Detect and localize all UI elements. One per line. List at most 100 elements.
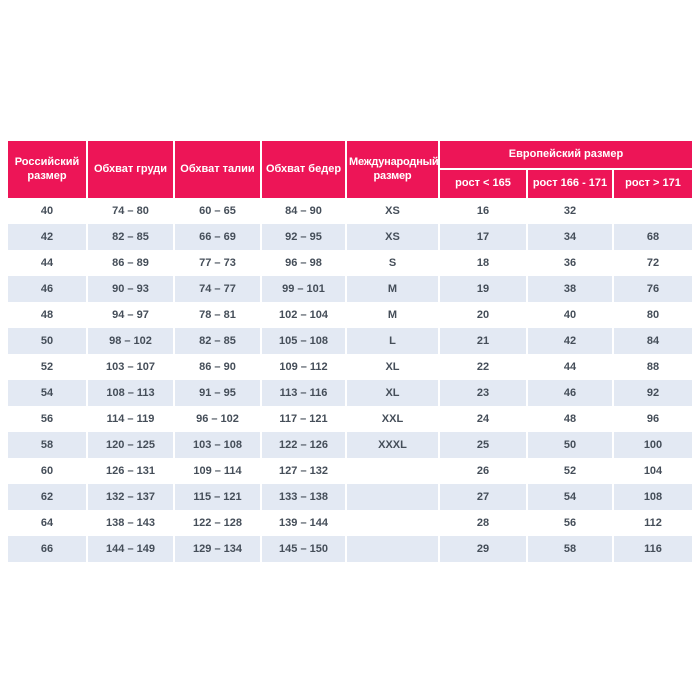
cell-russian-size: 52 xyxy=(8,354,88,380)
cell-height-166-171: 38 xyxy=(528,276,614,302)
cell-height-166-171: 34 xyxy=(528,224,614,250)
cell-height-gt-171: 88 xyxy=(614,354,692,380)
table-row: 48 94 – 97 78 – 81 102 – 104 M 20 40 80 xyxy=(8,302,692,328)
cell-height-gt-171: 76 xyxy=(614,276,692,302)
cell-international-size: XS xyxy=(347,224,440,250)
table-row: 42 82 – 85 66 – 69 92 – 95 XS 17 34 68 xyxy=(8,224,692,250)
cell-height-166-171: 48 xyxy=(528,406,614,432)
cell-height-gt-171: 92 xyxy=(614,380,692,406)
cell-hips: 145 – 150 xyxy=(262,536,347,562)
col-header-waist: Обхват талии xyxy=(175,141,262,198)
cell-chest: 74 – 80 xyxy=(88,198,175,224)
col-header-height-166-171: рост 166 - 171 xyxy=(528,170,614,198)
cell-hips: 117 – 121 xyxy=(262,406,347,432)
cell-international-size: XL xyxy=(347,380,440,406)
cell-height-gt-171: 80 xyxy=(614,302,692,328)
cell-height-166-171: 54 xyxy=(528,484,614,510)
cell-chest: 114 – 119 xyxy=(88,406,175,432)
col-header-chest: Обхват груди xyxy=(88,141,175,198)
cell-russian-size: 42 xyxy=(8,224,88,250)
size-table-body: 40 74 – 80 60 – 65 84 – 90 XS 16 32 42 82 – 85 66… xyxy=(8,198,692,562)
table-row: 58 120 – 125 103 – 108 122 – 126 XXXL 25 50 100 xyxy=(8,432,692,458)
cell-hips: 113 – 116 xyxy=(262,380,347,406)
table-row: 44 86 – 89 77 – 73 96 – 98 S 18 36 72 xyxy=(8,250,692,276)
cell-international-size: S xyxy=(347,250,440,276)
cell-chest: 132 – 137 xyxy=(88,484,175,510)
cell-waist: 103 – 108 xyxy=(175,432,262,458)
cell-height-lt-165: 16 xyxy=(440,198,528,224)
cell-russian-size: 50 xyxy=(8,328,88,354)
cell-height-gt-171: 112 xyxy=(614,510,692,536)
cell-russian-size: 64 xyxy=(8,510,88,536)
cell-height-166-171: 52 xyxy=(528,458,614,484)
cell-hips: 127 – 132 xyxy=(262,458,347,484)
cell-height-gt-171: 68 xyxy=(614,224,692,250)
cell-height-gt-171: 84 xyxy=(614,328,692,354)
cell-hips: 105 – 108 xyxy=(262,328,347,354)
cell-russian-size: 54 xyxy=(8,380,88,406)
table-row: 40 74 – 80 60 – 65 84 – 90 XS 16 32 xyxy=(8,198,692,224)
cell-height-lt-165: 21 xyxy=(440,328,528,354)
cell-chest: 138 – 143 xyxy=(88,510,175,536)
cell-waist: 129 – 134 xyxy=(175,536,262,562)
cell-height-lt-165: 23 xyxy=(440,380,528,406)
cell-height-166-171: 32 xyxy=(528,198,614,224)
cell-russian-size: 66 xyxy=(8,536,88,562)
cell-height-gt-171: 104 xyxy=(614,458,692,484)
cell-height-166-171: 50 xyxy=(528,432,614,458)
cell-waist: 122 – 128 xyxy=(175,510,262,536)
cell-chest: 108 – 113 xyxy=(88,380,175,406)
cell-russian-size: 48 xyxy=(8,302,88,328)
cell-chest: 120 – 125 xyxy=(88,432,175,458)
col-header-russian-size: Российский размер xyxy=(8,141,88,198)
cell-height-lt-165: 29 xyxy=(440,536,528,562)
cell-russian-size: 58 xyxy=(8,432,88,458)
cell-hips: 102 – 104 xyxy=(262,302,347,328)
cell-international-size: M xyxy=(347,302,440,328)
cell-height-lt-165: 18 xyxy=(440,250,528,276)
cell-chest: 86 – 89 xyxy=(88,250,175,276)
cell-height-lt-165: 24 xyxy=(440,406,528,432)
cell-international-size: XS xyxy=(347,198,440,224)
cell-height-166-171: 40 xyxy=(528,302,614,328)
col-header-height-gt-171: рост > 171 xyxy=(614,170,692,198)
cell-russian-size: 44 xyxy=(8,250,88,276)
table-row: 64 138 – 143 122 – 128 139 – 144 28 56 112 xyxy=(8,510,692,536)
size-chart: Российский размер Обхват груди Обхват та… xyxy=(8,141,692,562)
cell-russian-size: 46 xyxy=(8,276,88,302)
cell-height-lt-165: 20 xyxy=(440,302,528,328)
cell-international-size xyxy=(347,536,440,562)
cell-waist: 115 – 121 xyxy=(175,484,262,510)
table-row: 62 132 – 137 115 – 121 133 – 138 27 54 108 xyxy=(8,484,692,510)
cell-hips: 84 – 90 xyxy=(262,198,347,224)
cell-waist: 82 – 85 xyxy=(175,328,262,354)
cell-russian-size: 56 xyxy=(8,406,88,432)
cell-height-lt-165: 28 xyxy=(440,510,528,536)
cell-waist: 91 – 95 xyxy=(175,380,262,406)
cell-chest: 98 – 102 xyxy=(88,328,175,354)
table-row: 52 103 – 107 86 – 90 109 – 112 XL 22 44 88 xyxy=(8,354,692,380)
cell-height-166-171: 46 xyxy=(528,380,614,406)
cell-international-size: M xyxy=(347,276,440,302)
cell-hips: 133 – 138 xyxy=(262,484,347,510)
cell-waist: 66 – 69 xyxy=(175,224,262,250)
cell-chest: 126 – 131 xyxy=(88,458,175,484)
cell-hips: 139 – 144 xyxy=(262,510,347,536)
cell-height-lt-165: 22 xyxy=(440,354,528,380)
cell-waist: 74 – 77 xyxy=(175,276,262,302)
cell-russian-size: 62 xyxy=(8,484,88,510)
cell-chest: 144 – 149 xyxy=(88,536,175,562)
cell-height-lt-165: 27 xyxy=(440,484,528,510)
cell-height-gt-171: 72 xyxy=(614,250,692,276)
cell-height-166-171: 56 xyxy=(528,510,614,536)
table-header: Российский размер Обхват груди Обхват та… xyxy=(8,141,692,198)
cell-waist: 60 – 65 xyxy=(175,198,262,224)
cell-height-lt-165: 25 xyxy=(440,432,528,458)
col-header-hips: Обхват бедер xyxy=(262,141,347,198)
col-header-european-size-group: Европейский размер xyxy=(440,141,692,170)
cell-height-gt-171 xyxy=(614,198,692,224)
cell-height-lt-165: 17 xyxy=(440,224,528,250)
col-header-height-lt-165: рост < 165 xyxy=(440,170,528,198)
cell-height-166-171: 58 xyxy=(528,536,614,562)
cell-hips: 122 – 126 xyxy=(262,432,347,458)
